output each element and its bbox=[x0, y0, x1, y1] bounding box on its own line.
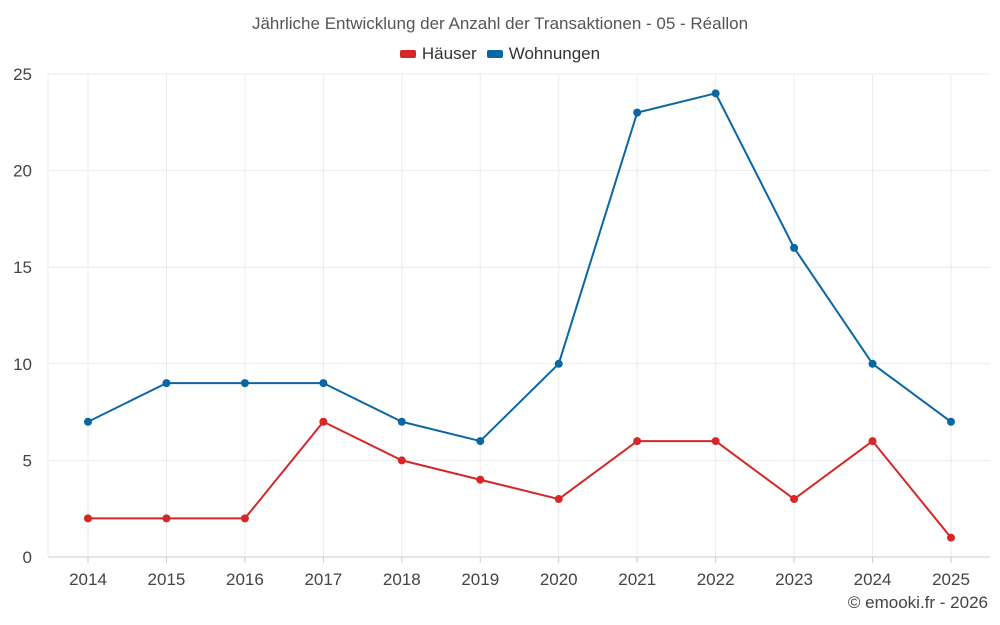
data-point-wohnungen bbox=[397, 417, 406, 426]
credit-text: © emooki.fr - 2026 bbox=[847, 593, 988, 612]
x-tick-label: 2016 bbox=[226, 570, 264, 589]
legend: Häuser Wohnungen bbox=[0, 44, 1000, 64]
x-tick-label: 2020 bbox=[540, 570, 578, 589]
data-point-haeuser bbox=[947, 533, 955, 542]
series-line-wohnungen bbox=[87, 92, 952, 443]
x-tick-label: 2015 bbox=[148, 570, 186, 589]
data-point-wohnungen bbox=[476, 437, 485, 446]
series-line-haeuser bbox=[88, 420, 952, 539]
data-point-haeuser bbox=[397, 456, 406, 465]
y-tick-label: 5 bbox=[23, 451, 32, 470]
legend-label-haeuser: Häuser bbox=[421, 44, 477, 63]
data-point-wohnungen bbox=[84, 417, 92, 426]
data-point-haeuser bbox=[633, 437, 642, 446]
y-tick-label: 0 bbox=[23, 548, 32, 567]
chart-title: Jährliche Entwicklung der Anzahl der Tra… bbox=[251, 14, 749, 33]
y-tick-label: 15 bbox=[13, 258, 32, 277]
data-point-haeuser bbox=[476, 475, 485, 484]
data-point-haeuser bbox=[790, 495, 799, 504]
x-tick-label: 2019 bbox=[461, 570, 499, 589]
data-point-wohnungen bbox=[633, 108, 642, 117]
y-tick-label: 20 bbox=[13, 162, 32, 181]
x-tick-label: 2025 bbox=[932, 570, 970, 589]
legend-swatch-wohnungen bbox=[486, 50, 503, 58]
data-point-wohnungen bbox=[240, 379, 249, 388]
data-point-haeuser bbox=[868, 437, 877, 446]
data-point-wohnungen bbox=[162, 379, 171, 388]
x-tick-label: 2023 bbox=[775, 570, 813, 589]
x-tick-label: 2022 bbox=[697, 570, 735, 589]
legend-item-haeuser[interactable]: Häuser bbox=[399, 44, 477, 64]
data-point-haeuser bbox=[554, 495, 563, 504]
y-tick-label: 10 bbox=[13, 355, 32, 374]
data-point-haeuser bbox=[84, 514, 92, 523]
data-point-wohnungen bbox=[554, 359, 563, 368]
legend-swatch-haeuser bbox=[399, 50, 416, 58]
data-point-wohnungen bbox=[319, 379, 328, 388]
data-point-haeuser bbox=[319, 417, 328, 426]
x-tick-label: 2021 bbox=[618, 570, 656, 589]
data-point-haeuser bbox=[711, 437, 720, 446]
data-point-wohnungen bbox=[947, 417, 955, 426]
data-point-wohnungen bbox=[711, 89, 720, 98]
legend-item-wohnungen[interactable]: Wohnungen bbox=[486, 44, 601, 64]
data-point-haeuser bbox=[240, 514, 249, 523]
data-point-wohnungen bbox=[868, 359, 877, 368]
x-tick-label: 2018 bbox=[383, 570, 421, 589]
x-tick-label: 2014 bbox=[69, 570, 107, 589]
legend-label-wohnungen: Wohnungen bbox=[508, 44, 601, 63]
x-tick-label: 2017 bbox=[304, 570, 342, 589]
data-point-wohnungen bbox=[790, 243, 799, 252]
y-tick-label: 25 bbox=[13, 65, 32, 84]
data-point-haeuser bbox=[162, 514, 171, 523]
x-tick-label: 2024 bbox=[854, 570, 892, 589]
